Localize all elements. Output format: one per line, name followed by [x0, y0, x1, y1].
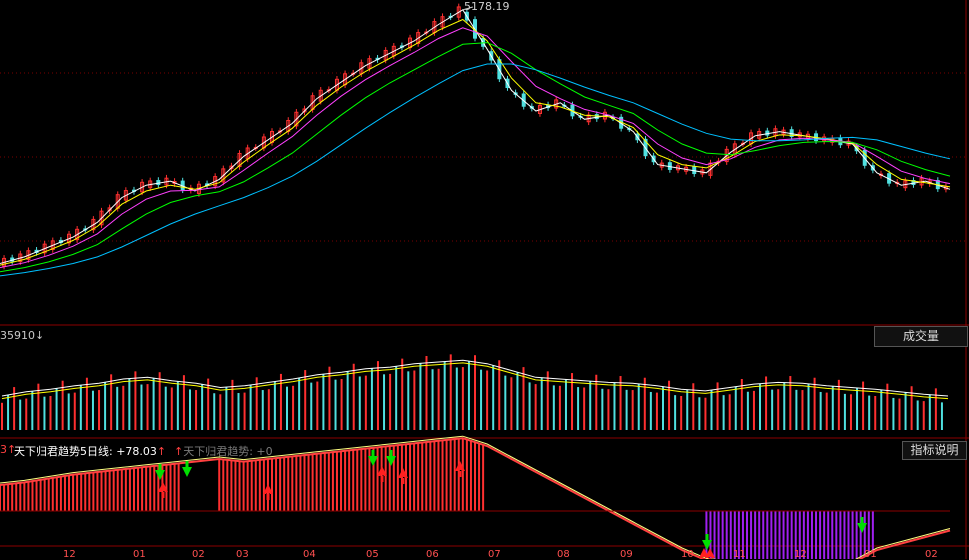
month-tick-label: 05 — [366, 549, 379, 560]
up-arrow-icon — [263, 484, 273, 500]
price-gridlines — [0, 72, 966, 242]
volume-value-label: 35910↓ — [0, 329, 45, 342]
indicator-arrows — [155, 450, 867, 559]
volume-ma-line — [1, 359, 949, 397]
up-arrow-icon — [455, 461, 465, 477]
peak-price-label: 5178.19 — [464, 0, 510, 13]
indicator-legend-trend5-label: 天下归君趋势5日线: +78.03 — [14, 445, 157, 458]
month-tick-label: 03 — [236, 549, 249, 560]
down-arrow-icon — [155, 464, 165, 480]
indicator-trend5-line — [0, 435, 951, 559]
candle-body — [294, 111, 299, 127]
month-tick-label: 02 — [925, 549, 938, 560]
candle-body — [732, 143, 737, 156]
volume-indicator-button[interactable]: 成交量 — [874, 326, 968, 347]
ma-line — [0, 18, 951, 266]
down-arrow-icon — [182, 461, 192, 477]
ma-line — [0, 42, 951, 273]
candle-body — [75, 228, 80, 241]
up-arrow-icon — [705, 548, 715, 559]
month-tick-label: 12 — [794, 549, 807, 560]
volume-ma-line — [1, 362, 949, 400]
candle-body — [221, 168, 226, 183]
indicator-left-marker: 3↑ — [0, 443, 17, 456]
ma-line — [0, 27, 951, 269]
candle-body — [724, 148, 729, 163]
volume-ma-lines — [1, 359, 949, 400]
indicator-legend-trend-label: 天下归君趋势: +0 — [183, 445, 273, 458]
indicator-lines — [0, 435, 951, 559]
volume-bars — [1, 354, 943, 430]
candle-body — [708, 162, 713, 176]
up-arrow-icon — [377, 466, 387, 482]
moving-average-lines — [0, 6, 951, 277]
down-arrow-icon — [386, 450, 396, 466]
candle-body — [416, 32, 421, 44]
candle-body — [107, 207, 112, 212]
month-tick-label: 04 — [303, 549, 316, 560]
indicator-trend-line — [0, 437, 951, 559]
down-arrow-icon — [702, 534, 712, 550]
peak-marker-line — [462, 6, 473, 11]
month-tick-label: 02 — [192, 549, 205, 560]
candle-body — [237, 152, 242, 168]
month-tick-label: 10 — [681, 549, 694, 560]
candle-body — [440, 16, 445, 28]
month-tick-label: 06 — [426, 549, 439, 560]
ma-line — [0, 9, 951, 264]
ma-line — [0, 63, 951, 277]
down-arrow-icon — [857, 517, 867, 533]
month-tick-label: 01 — [864, 549, 877, 560]
month-tick-label: 09 — [620, 549, 633, 560]
candle-body — [302, 108, 307, 113]
down-arrow-icon — [368, 450, 378, 466]
indicator-help-button[interactable]: 指标说明 — [902, 441, 967, 460]
indicator-legend-trend: ↑天下归君趋势: +0 — [174, 443, 273, 459]
up-arrow-icon — [398, 468, 408, 484]
candle-body — [318, 89, 323, 102]
month-tick-label: 08 — [557, 549, 570, 560]
month-tick-label: 12 — [63, 549, 76, 560]
candle-body — [91, 218, 96, 231]
up-arrow-icon: ↑ — [156, 445, 167, 458]
month-tick-label: 01 — [133, 549, 146, 560]
month-tick-label: 11 — [733, 549, 746, 560]
indicator-legend-trend5: 天下归君趋势5日线: +78.03↑ — [14, 443, 166, 459]
candle-body — [456, 6, 461, 18]
up-arrow-icon — [158, 482, 168, 498]
up-arrow-icon: ↑ — [174, 445, 184, 458]
candle-body — [99, 210, 104, 226]
month-tick-label: 07 — [488, 549, 501, 560]
